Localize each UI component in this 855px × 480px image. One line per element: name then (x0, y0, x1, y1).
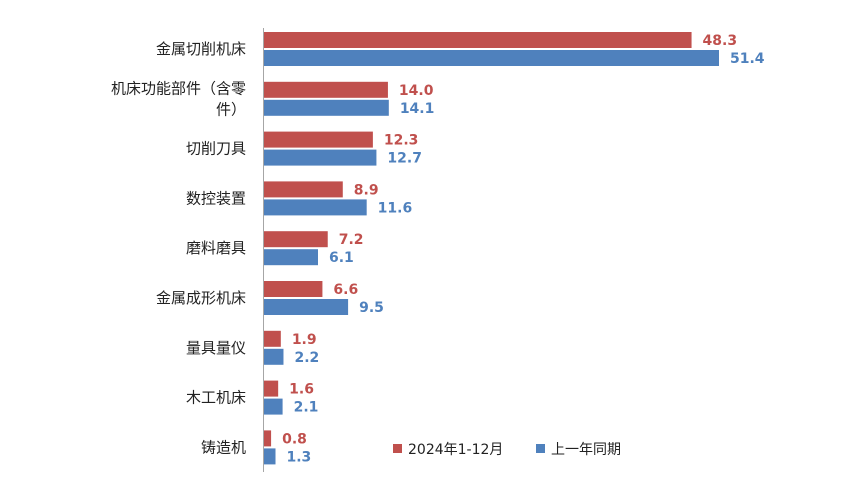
legend-label-current: 2024年1-12月 (408, 442, 503, 458)
value-label-previous-6: 2.2 (294, 350, 319, 366)
legend-swatch-current (393, 444, 402, 453)
value-label-current-7: 1.6 (289, 382, 314, 398)
bar-current-2 (264, 131, 373, 148)
value-label-previous-5: 9.5 (359, 300, 384, 316)
legend-label-previous: 上一年同期 (551, 442, 621, 458)
category-label-6: 量具量仪 (186, 339, 246, 357)
category-label-0: 金属切削机床 (156, 40, 246, 58)
bar-previous-5 (264, 299, 349, 315)
value-label-current-2: 12.3 (384, 133, 419, 149)
category-label-8: 铸造机 (201, 438, 246, 456)
bar-previous-3 (264, 199, 367, 216)
value-label-current-3: 8.9 (354, 182, 379, 198)
value-label-previous-0: 51.4 (730, 51, 765, 67)
value-label-current-0: 48.3 (703, 33, 738, 49)
bar-previous-2 (264, 149, 377, 166)
value-label-previous-4: 6.1 (329, 250, 354, 266)
bar-previous-0 (264, 50, 719, 66)
bar-previous-8 (264, 448, 276, 465)
legend-swatch-previous (536, 444, 545, 453)
category-label-3: 数控装置 (186, 189, 246, 207)
value-label-previous-8: 1.3 (287, 449, 312, 465)
bar-previous-4 (264, 249, 318, 266)
value-label-current-1: 14.0 (399, 83, 434, 99)
bar-current-5 (264, 281, 323, 297)
value-labels-group: 48.3 51.4 14.0 14.1 12.3 12.7 8.9 11.6 7.2 6.1 6.6… (282, 33, 765, 465)
value-label-previous-7: 2.1 (294, 400, 319, 416)
bar-current-8 (264, 430, 272, 447)
bar-current-3 (264, 181, 343, 198)
bar-previous-6 (264, 348, 284, 365)
bar-current-1 (264, 81, 388, 98)
value-label-current-8: 0.8 (282, 431, 307, 447)
category-label-4: 磨料磨具 (186, 239, 246, 257)
bar-previous-7 (264, 398, 283, 415)
value-label-current-4: 7.2 (339, 232, 364, 248)
legend: 2024年1-12月 上一年同期 (393, 442, 621, 458)
value-label-current-5: 6.6 (333, 282, 358, 298)
bars-group (264, 32, 719, 465)
category-label-7: 木工机床 (186, 389, 246, 407)
bar-current-4 (264, 231, 328, 248)
category-label-2: 切削刀具 (186, 140, 246, 158)
category-label-5: 金属成形机床 (156, 289, 246, 307)
bar-previous-1 (264, 99, 389, 116)
bar-current-6 (264, 330, 281, 347)
value-label-previous-1: 14.1 (400, 101, 435, 117)
value-label-previous-2: 12.7 (387, 151, 422, 167)
category-label-1: 机床功能部件（含零件） (111, 79, 246, 118)
bar-current-7 (264, 380, 279, 397)
value-label-previous-3: 11.6 (378, 200, 413, 216)
bar-current-0 (264, 32, 692, 48)
value-label-current-6: 1.9 (292, 332, 317, 348)
